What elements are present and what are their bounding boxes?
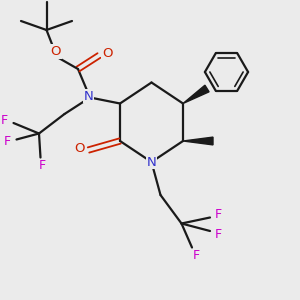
Text: F: F — [1, 113, 8, 127]
Text: F: F — [38, 159, 46, 172]
Text: F: F — [215, 227, 222, 241]
Polygon shape — [183, 85, 209, 103]
Text: N: N — [147, 155, 156, 169]
Text: O: O — [50, 45, 61, 58]
Text: O: O — [74, 142, 85, 155]
Text: O: O — [102, 46, 113, 60]
Text: F: F — [3, 135, 10, 148]
Text: F: F — [215, 208, 222, 221]
Text: N: N — [84, 89, 93, 103]
Polygon shape — [183, 137, 213, 145]
Text: F: F — [193, 249, 200, 262]
